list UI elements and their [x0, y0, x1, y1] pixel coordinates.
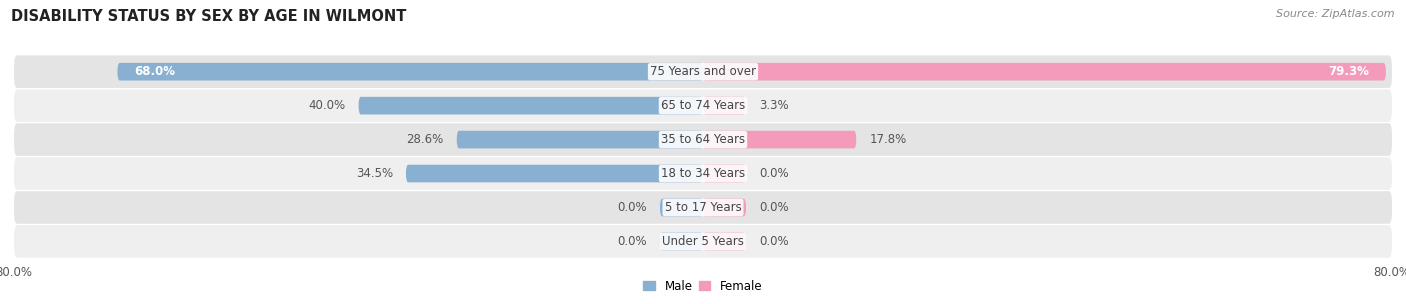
Text: 0.0%: 0.0%	[759, 167, 789, 180]
Text: 65 to 74 Years: 65 to 74 Years	[661, 99, 745, 112]
FancyBboxPatch shape	[14, 157, 1392, 190]
FancyBboxPatch shape	[659, 233, 703, 250]
Text: 79.3%: 79.3%	[1327, 65, 1368, 78]
Text: 18 to 34 Years: 18 to 34 Years	[661, 167, 745, 180]
Text: DISABILITY STATUS BY SEX BY AGE IN WILMONT: DISABILITY STATUS BY SEX BY AGE IN WILMO…	[11, 9, 406, 24]
Text: 3.3%: 3.3%	[759, 99, 789, 112]
FancyBboxPatch shape	[703, 63, 1386, 81]
Text: 0.0%: 0.0%	[617, 201, 647, 214]
Legend: Male, Female: Male, Female	[638, 275, 768, 297]
FancyBboxPatch shape	[14, 89, 1392, 122]
FancyBboxPatch shape	[703, 233, 747, 250]
Text: Under 5 Years: Under 5 Years	[662, 235, 744, 248]
Text: 17.8%: 17.8%	[869, 133, 907, 146]
Text: 0.0%: 0.0%	[759, 201, 789, 214]
Text: 75 Years and over: 75 Years and over	[650, 65, 756, 78]
Text: Source: ZipAtlas.com: Source: ZipAtlas.com	[1277, 9, 1395, 19]
Text: 28.6%: 28.6%	[406, 133, 444, 146]
FancyBboxPatch shape	[703, 165, 747, 182]
Text: 34.5%: 34.5%	[356, 167, 392, 180]
FancyBboxPatch shape	[406, 165, 703, 182]
FancyBboxPatch shape	[14, 55, 1392, 88]
FancyBboxPatch shape	[359, 97, 703, 115]
Text: 0.0%: 0.0%	[617, 235, 647, 248]
FancyBboxPatch shape	[457, 131, 703, 148]
Text: 5 to 17 Years: 5 to 17 Years	[665, 201, 741, 214]
FancyBboxPatch shape	[14, 191, 1392, 224]
FancyBboxPatch shape	[659, 199, 703, 216]
FancyBboxPatch shape	[703, 131, 856, 148]
FancyBboxPatch shape	[703, 97, 747, 115]
FancyBboxPatch shape	[14, 225, 1392, 258]
FancyBboxPatch shape	[14, 123, 1392, 156]
FancyBboxPatch shape	[703, 199, 747, 216]
Text: 0.0%: 0.0%	[759, 235, 789, 248]
Text: 40.0%: 40.0%	[308, 99, 346, 112]
FancyBboxPatch shape	[117, 63, 703, 81]
Text: 68.0%: 68.0%	[135, 65, 176, 78]
Text: 35 to 64 Years: 35 to 64 Years	[661, 133, 745, 146]
